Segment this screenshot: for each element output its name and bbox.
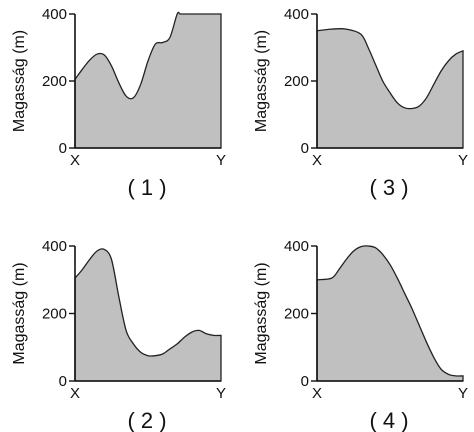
panel-4: 0 200 400 Magasság (m) X Y ( 4 ) [253,238,468,432]
panel-1-x-start-label: X [70,152,80,169]
panel-3-tick-label-2: 400 [284,6,309,23]
panel-4-caption: ( 4 ) [369,408,408,432]
panel-3-x-start-label: X [312,152,322,169]
panel-2-tick-label-1: 200 [42,306,67,323]
panel-2-y-axis-label: Magasság (m) [11,262,28,364]
panel-2-tick-label-0: 0 [59,373,67,390]
panel-4-x-end-label: Y [458,385,468,402]
panel-3-tick-label-1: 200 [284,73,309,90]
panel-2-area [74,248,222,382]
panel-3-area [316,27,464,149]
panel-1-tick-label-1: 200 [42,73,67,90]
panel-2-caption: ( 2 ) [127,408,166,432]
panel-1-ticks: 0 200 400 [42,6,75,157]
panel-3: 0 200 400 Magasság (m) X Y ( 3 ) [253,6,468,200]
panel-1-caption: ( 1 ) [127,175,166,200]
panel-1-tick-label-2: 400 [42,6,67,23]
panel-2-ticks: 0 200 400 [42,238,75,390]
panel-1-x-end-label: Y [216,152,226,169]
panel-4-x-start-label: X [312,385,322,402]
panel-3-ticks: 0 200 400 [284,6,317,157]
panel-1-tick-label-0: 0 [59,140,67,157]
panel-4-y-axis-label: Magasság (m) [253,262,270,364]
panel-2-x-start-label: X [70,385,80,402]
panel-2-x-end-label: Y [216,385,226,402]
panel-4-tick-label-0: 0 [301,373,309,390]
panel-4-ticks: 0 200 400 [284,238,317,390]
panel-4-area [316,245,464,382]
panel-1: 0 200 400 Magasság (m) X Y ( 1 ) [11,6,226,200]
panel-3-x-end-label: Y [458,152,468,169]
panel-4-tick-label-2: 400 [284,238,309,255]
panel-3-tick-label-0: 0 [301,140,309,157]
panel-2: 0 200 400 Magasság (m) X Y ( 2 ) [11,238,226,432]
panel-4-tick-label-1: 200 [284,306,309,323]
panel-2-tick-label-2: 400 [42,238,67,255]
panel-1-area [74,11,222,149]
panel-3-y-axis-label: Magasság (m) [253,30,270,132]
panel-1-y-axis-label: Magasság (m) [11,30,28,132]
panel-3-caption: ( 3 ) [369,175,408,200]
